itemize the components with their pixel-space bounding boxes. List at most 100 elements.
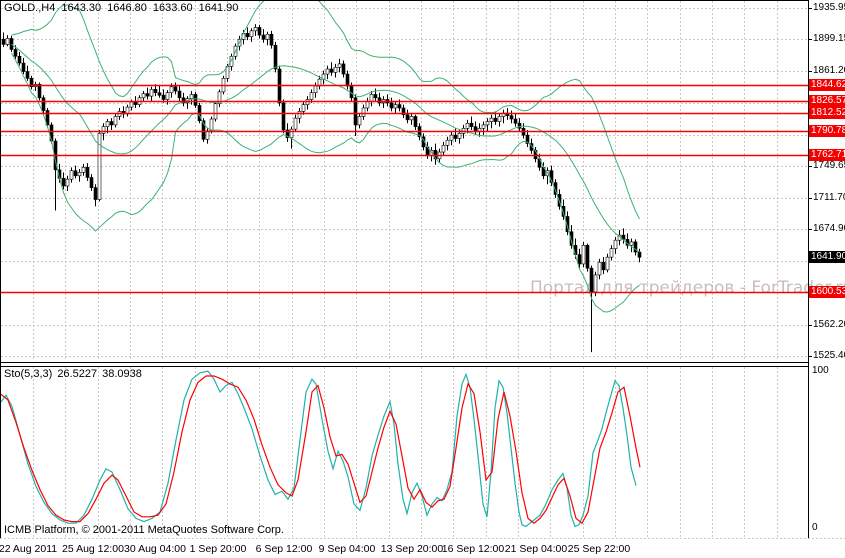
bull-candle-body <box>309 92 314 100</box>
stochastic-indicator <box>1 370 641 528</box>
bear-candle-body <box>565 216 570 233</box>
bull-candle-body <box>289 128 294 138</box>
bear-candle-body <box>633 241 638 253</box>
bull-candle-body <box>169 86 174 94</box>
bear-candle-body <box>245 33 250 38</box>
bull-candle-body <box>253 27 258 32</box>
bear-candle-body <box>201 120 206 140</box>
bollinger-upper-band <box>11 1 640 220</box>
bear-candle-body <box>181 97 186 104</box>
bear-candle-body <box>273 44 278 70</box>
bear-candle-body <box>157 92 162 96</box>
bear-candle-body <box>389 102 394 109</box>
bull-candle-body <box>593 274 598 293</box>
bear-candle-body <box>25 71 30 79</box>
bollinger-bands <box>11 1 640 313</box>
bull-candle-body <box>581 244 586 265</box>
bull-candle-body <box>449 134 454 141</box>
bear-candle-body <box>281 102 286 131</box>
bull-candle-body <box>313 85 318 94</box>
bull-candle-body <box>457 133 462 139</box>
bull-candle-body <box>409 116 414 121</box>
bear-candle-body <box>173 86 178 92</box>
bull-candle-body <box>465 122 470 129</box>
bull-candle-body <box>481 124 486 129</box>
bear-candle-body <box>345 73 350 87</box>
bear-candle-body <box>193 94 198 106</box>
bear-candle-body <box>153 89 158 94</box>
bear-candle-body <box>145 93 150 97</box>
bull-candle-body <box>293 117 298 130</box>
bear-candle-body <box>329 68 334 73</box>
bollinger-middle-band <box>11 43 640 253</box>
bull-candle-body <box>361 107 366 117</box>
bear-candle-body <box>13 49 18 57</box>
bear-candle-body <box>109 121 114 126</box>
bear-candle-body <box>517 122 522 129</box>
bull-candle-body <box>105 121 110 127</box>
bull-candle-body <box>613 239 618 249</box>
bear-candle-body <box>177 90 182 99</box>
bear-candle-body <box>261 34 266 40</box>
bear-candle-body <box>401 107 406 116</box>
bear-candle-body <box>257 27 262 36</box>
bear-candle-body <box>469 122 474 127</box>
bear-candle-body <box>61 178 66 187</box>
bull-candle-body <box>249 30 254 38</box>
bear-candle-body <box>413 116 418 127</box>
bear-candle-body <box>601 261 606 271</box>
bull-candle-body <box>101 126 106 134</box>
bear-candle-body <box>133 101 138 105</box>
bear-candle-body <box>525 134 530 144</box>
bull-candle-body <box>325 68 330 75</box>
bear-candle-body <box>349 85 354 99</box>
bull-candle-body <box>129 101 134 108</box>
bear-candle-body <box>269 33 274 46</box>
grid-lines <box>1 1 807 537</box>
bear-candle-body <box>93 187 98 200</box>
bull-candle-body <box>229 55 234 67</box>
bear-candle-body <box>493 117 498 122</box>
bull-candle-body <box>113 116 118 126</box>
bear-candle-body <box>549 170 554 183</box>
bear-candle-body <box>85 167 90 178</box>
bear-candle-body <box>341 63 346 75</box>
bear-candle-body <box>285 129 290 138</box>
bull-candle-body <box>369 94 374 102</box>
bear-candle-body <box>353 97 358 126</box>
bear-candle-body <box>637 251 642 258</box>
bear-candle-body <box>73 170 78 177</box>
window-frames <box>0 0 845 539</box>
bull-candle-body <box>141 93 146 99</box>
bull-candle-body <box>265 33 270 40</box>
bull-candle-body <box>77 172 82 177</box>
bear-candle-body <box>1 39 6 45</box>
bull-candle-body <box>301 104 306 112</box>
bull-candle-body <box>605 256 610 271</box>
bull-candle-body <box>393 104 398 109</box>
bull-candle-body <box>489 117 494 122</box>
bear-candle-body <box>21 62 26 72</box>
bear-candle-body <box>373 94 378 99</box>
bull-candle-body <box>497 116 502 122</box>
bear-candle-body <box>29 78 34 88</box>
bear-candle-body <box>9 38 14 50</box>
bear-candle-body <box>161 94 166 100</box>
bull-candle-body <box>609 248 614 258</box>
bull-candle-body <box>149 89 154 97</box>
bull-candle-body <box>81 167 86 173</box>
bull-candle-body <box>629 241 634 246</box>
bear-candle-body <box>553 182 558 195</box>
bull-candle-body <box>189 94 194 99</box>
bull-candle-body <box>365 100 370 109</box>
bull-candle-body <box>217 91 222 105</box>
watermark-text: Портал для трейдеров - ForTrader.ru <box>530 278 845 298</box>
bull-candle-body <box>213 103 218 120</box>
bear-candle-body <box>37 83 42 99</box>
bear-candle-body <box>509 115 514 120</box>
bear-candle-body <box>377 97 382 104</box>
bull-candle-body <box>297 111 302 119</box>
bear-candle-body <box>589 267 594 293</box>
